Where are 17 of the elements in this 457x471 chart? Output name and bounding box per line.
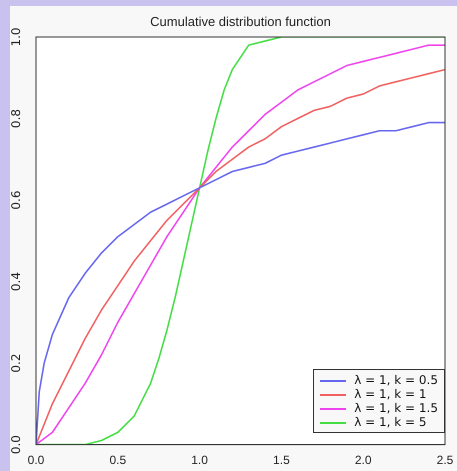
legend-label: λ = 1, k = 0.5	[353, 373, 438, 387]
y-tick-label: 0.8	[9, 108, 24, 128]
x-tick-label: 1.5	[273, 453, 290, 468]
y-tick-label: 1.0	[9, 27, 24, 47]
x-tick-label: 2.0	[354, 453, 372, 468]
x-tick-label: 0.0	[28, 453, 45, 468]
y-tick-label: 0.4	[9, 272, 24, 292]
legend-label: λ = 1, k = 1	[353, 387, 428, 401]
x-tick-label: 2.5	[436, 453, 454, 468]
x-tick-label: 0.5	[109, 453, 126, 468]
chart-title: Cumulative distribution function	[150, 14, 331, 29]
y-tick-label: 0.0	[9, 435, 24, 454]
legend-label: λ = 1, k = 1.5	[353, 401, 438, 415]
y-tick-label: 0.2	[9, 354, 24, 373]
y-tick-label: 0.6	[9, 190, 24, 210]
legend-label: λ = 1, k = 5	[353, 415, 428, 429]
x-tick-label: 1.0	[191, 453, 208, 468]
